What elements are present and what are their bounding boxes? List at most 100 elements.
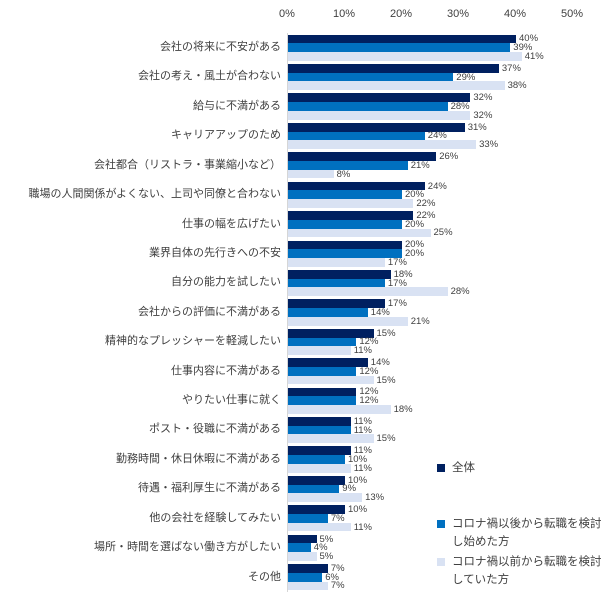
category-label: 仕事内容に不満がある: [171, 364, 281, 377]
x-tick-label: 10%: [332, 8, 356, 20]
bar-line: 11%: [288, 424, 396, 436]
bar-line: 32%: [288, 93, 492, 103]
bar-line: 20%: [288, 239, 425, 251]
bar-line: 24%: [288, 130, 498, 142]
value-label: 4%: [313, 542, 328, 554]
bar-group: 14% 12% 15%: [288, 357, 396, 385]
bar-line: 11%: [288, 446, 372, 456]
bar-line: 20%: [288, 249, 424, 258]
bar-コロナ禍以後から転職を検討し始めた方: [288, 308, 368, 317]
bar-コロナ禍以前から転職を検討していた方: [288, 199, 414, 208]
bar-コロナ禍以後から転職を検討し始めた方: [288, 278, 385, 288]
bar-コロナ禍以後から転職を検討し始めた方: [288, 72, 454, 82]
bar-コロナ禍以後から転職を検討し始めた方: [288, 572, 323, 582]
bar-全体: [288, 240, 402, 250]
bar-group: 10% 7% 11%: [288, 505, 372, 533]
value-label: 20%: [405, 218, 425, 230]
bar-コロナ禍以後から転職を検討し始めた方: [288, 514, 328, 523]
bar-line: 13%: [288, 493, 384, 502]
value-label: 24%: [427, 180, 447, 192]
bar-line: 22%: [288, 199, 447, 208]
value-label: 7%: [330, 563, 345, 574]
category-label: 待遇・福利厚生に不満がある: [138, 482, 281, 495]
bar-group: 22% 20% 25%: [288, 211, 453, 238]
category-row: 場所・時間を選ばない働き方がしたい 5% 4% 5%: [0, 533, 613, 562]
value-label: 26%: [439, 151, 459, 163]
bar-line: 22%: [288, 211, 453, 220]
value-label: 15%: [376, 327, 396, 339]
value-label: 20%: [405, 239, 425, 251]
bar-line: 9%: [288, 484, 384, 494]
category-row: 他の会社を経験してみたい 10% 7% 11%: [0, 504, 613, 533]
bar-コロナ禍以後から転職を検討し始めた方: [288, 219, 402, 229]
bar-line: 32%: [288, 110, 492, 120]
x-tick-label: 40%: [503, 8, 527, 20]
value-label: 11%: [353, 345, 372, 357]
category-row: 精神的なプレッシャーを軽減したい 15% 12% 11%: [0, 327, 613, 356]
value-label: 14%: [370, 357, 390, 369]
bar-group: 7% 6% 7%: [288, 564, 345, 592]
bar-全体: [288, 417, 351, 426]
bar-コロナ禍以前から転職を検討していた方: [288, 169, 334, 179]
bar-line: 18%: [288, 270, 470, 279]
bar-全体: [288, 299, 385, 309]
bar-line: 24%: [288, 180, 447, 192]
value-label: 5%: [319, 551, 334, 563]
bar-line: 39%: [288, 43, 544, 52]
value-label: 24%: [427, 130, 447, 142]
value-label: 11%: [353, 424, 372, 436]
value-label: 28%: [450, 101, 470, 112]
category-row: キャリアアップのため 31% 24% 33%: [0, 121, 613, 150]
bar-line: 10%: [288, 455, 372, 464]
bar-コロナ禍以前から転職を検討していた方: [288, 434, 374, 444]
bar-全体: [288, 122, 465, 132]
bar-コロナ禍以前から転職を検討していた方: [288, 493, 363, 503]
bar-全体: [288, 534, 317, 544]
bar-line: 6%: [288, 572, 345, 582]
bar-全体: [288, 211, 414, 220]
category-label: 勤務時間・休日休暇に不満がある: [116, 452, 281, 465]
bar-line: 38%: [288, 81, 527, 91]
category-label: ポスト・役職に不満がある: [149, 423, 281, 436]
bar-line: 11%: [288, 464, 372, 473]
value-label: 10%: [348, 474, 368, 486]
bar-line: 14%: [288, 308, 430, 317]
bar-line: 7%: [288, 564, 345, 573]
bar-全体: [288, 358, 368, 367]
bar-line: 5%: [288, 534, 333, 544]
bar-コロナ禍以前から転職を検討していた方: [288, 463, 351, 473]
category-row: やりたい仕事に就く 12% 12% 18%: [0, 386, 613, 415]
value-label: 11%: [353, 415, 372, 427]
bar-line: 18%: [288, 405, 413, 414]
category-label: 自分の能力を試したい: [171, 276, 281, 289]
value-label: 12%: [359, 365, 379, 377]
legend-label: コロナ禍以前から転職を検討していた方: [452, 556, 602, 586]
bar-コロナ禍以前から転職を検討していた方: [288, 581, 328, 591]
bar-line: 31%: [288, 122, 498, 132]
value-label: 11%: [353, 521, 372, 533]
bar-group: 15% 12% 11%: [288, 327, 396, 357]
bar-group: 32% 28% 32%: [288, 93, 492, 120]
value-label: 40%: [519, 33, 539, 45]
bar-line: 7%: [288, 514, 372, 523]
bar-コロナ禍以前から転職を検討していた方: [288, 110, 471, 120]
value-label: 17%: [387, 256, 407, 268]
legend-label: コロナ禍以後から転職を検討し始めた方: [452, 518, 602, 548]
category-row: 業界自体の先行きへの不安 20% 20% 17%: [0, 239, 613, 268]
category-label: 会社からの評価に不満がある: [138, 305, 281, 318]
bar-line: 4%: [288, 542, 333, 554]
legend-item: コロナ禍以後から転職を検討し始めた方: [437, 515, 609, 551]
value-label: 7%: [330, 580, 345, 592]
category-row: 待遇・福利厚生に不満がある 10% 9% 13%: [0, 474, 613, 503]
category-label: 他の会社を経験してみたい: [149, 511, 281, 524]
bar-line: 15%: [288, 327, 396, 339]
bar-コロナ禍以前から転職を検討していた方: [288, 346, 351, 355]
value-label: 33%: [479, 139, 499, 151]
x-tick-label: 50%: [560, 8, 584, 20]
bar-group: 31% 24% 33%: [288, 122, 499, 151]
value-label: 15%: [376, 433, 396, 445]
category-row: 職場の人間関係がよくない、上司や同僚と合わない 24% 20% 22%: [0, 180, 613, 209]
value-label: 21%: [410, 315, 430, 327]
bar-group: 40% 39% 41%: [288, 33, 544, 61]
